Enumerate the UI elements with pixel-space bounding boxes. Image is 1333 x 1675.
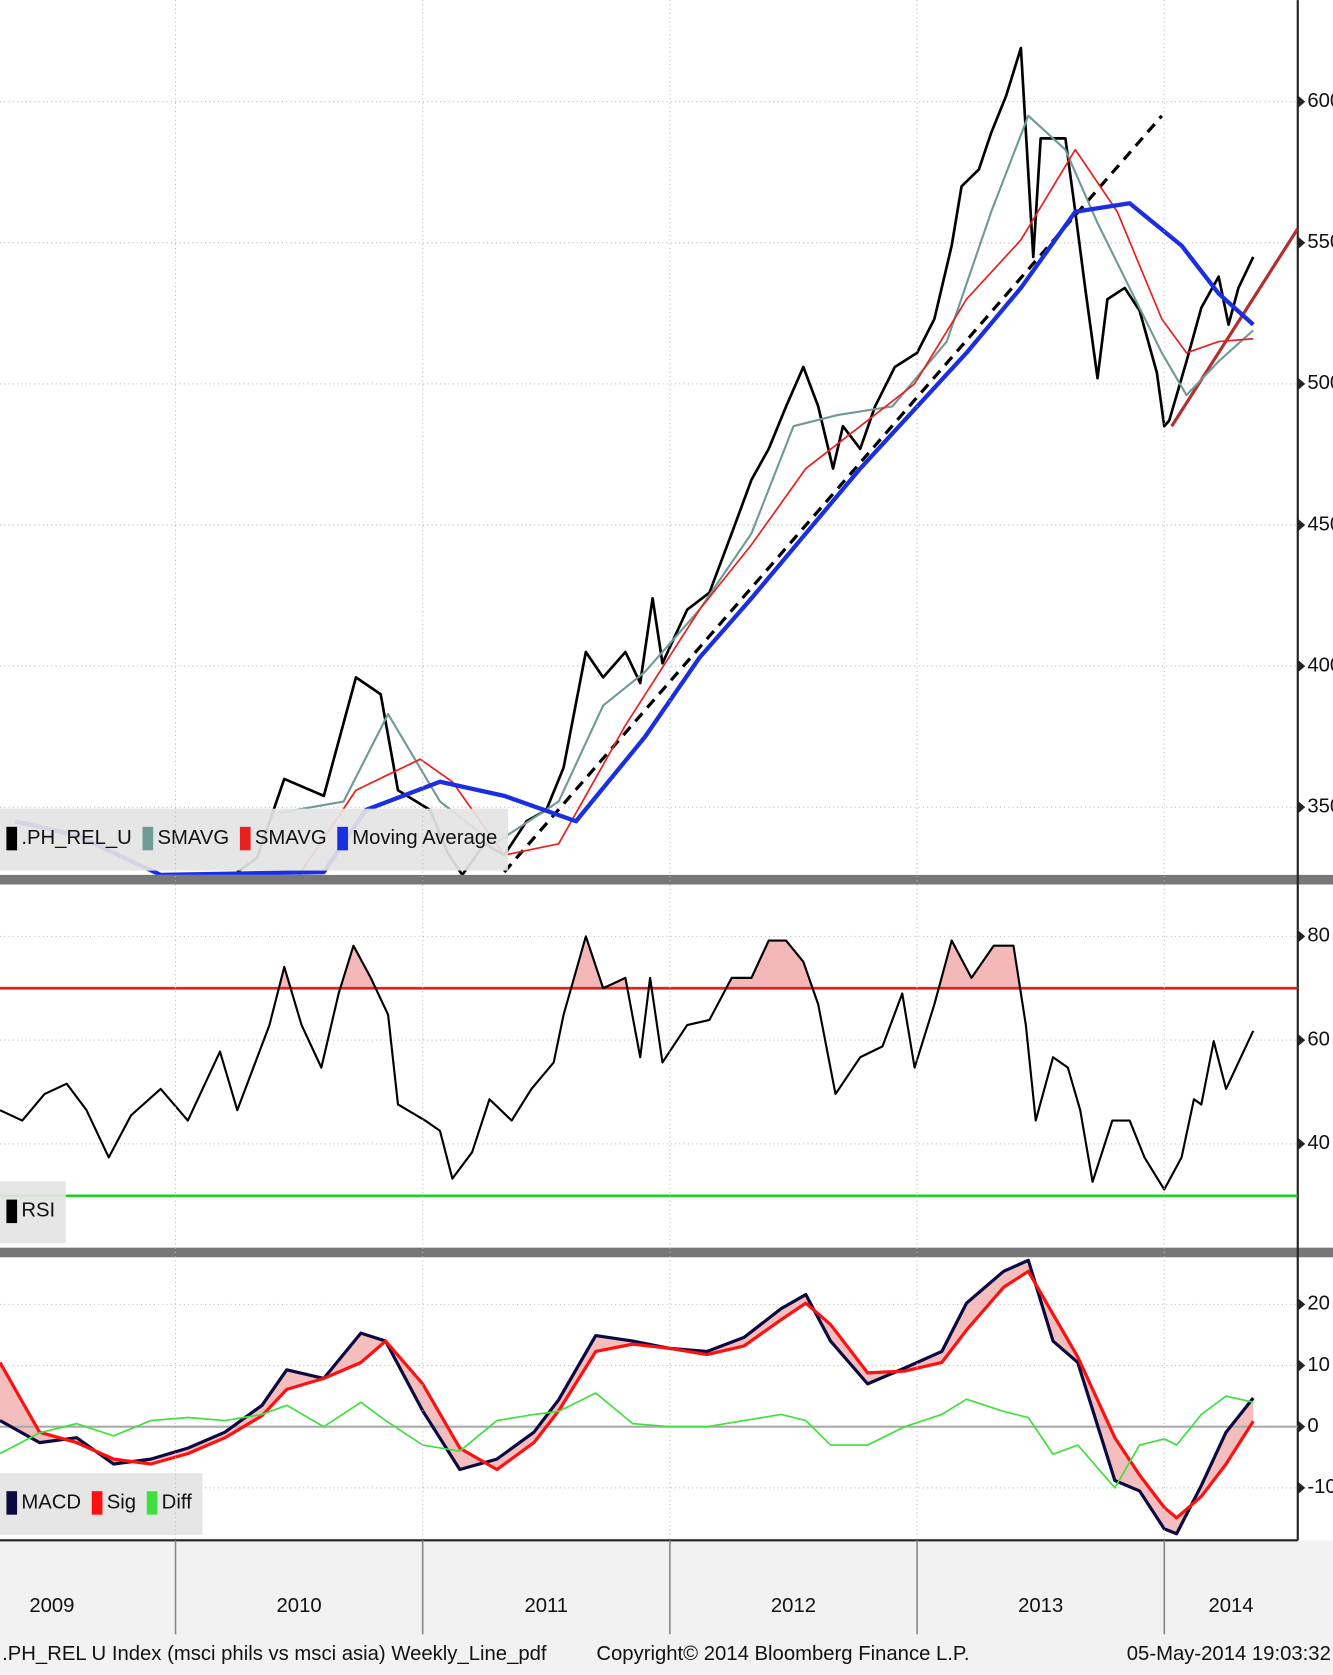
y-tick-label: 10 <box>1307 1354 1330 1376</box>
legend: RSI <box>0 1181 66 1244</box>
series-line <box>0 935 1255 1191</box>
x-tick-label: 2011 <box>524 1595 568 1617</box>
y-tick-label: -10 <box>1307 1476 1333 1498</box>
legend-label: RSI <box>21 1200 55 1222</box>
legend-swatch <box>6 1491 18 1515</box>
plot-area <box>0 46 1298 875</box>
series-line <box>279 114 1254 845</box>
y-tick-label: 350 <box>1307 796 1333 818</box>
y-tick-mark <box>1297 1033 1306 1047</box>
panel-divider <box>0 1247 1333 1258</box>
y-tick-label: 0 <box>1307 1415 1318 1437</box>
y-tick-mark <box>1297 929 1306 943</box>
y-tick-mark <box>1297 1137 1306 1151</box>
legend-label: .PH_REL_U <box>21 827 131 849</box>
y-tick-mark <box>1297 1359 1306 1372</box>
legend-label: Moving Average <box>352 827 497 849</box>
legend-swatch <box>6 1199 18 1224</box>
footer-center: Copyright© 2014 Bloomberg Finance L.P. <box>596 1643 969 1665</box>
y-tick-mark <box>1297 1420 1306 1434</box>
legend-swatch <box>91 1491 103 1515</box>
x-tick-label: 2014 <box>1208 1595 1253 1617</box>
footer-left: .PH_REL U Index (msci phils vs msci asia… <box>2 1643 547 1665</box>
series-line <box>0 1392 1254 1489</box>
y-tick-label: 600 <box>1307 90 1333 112</box>
y-tick-label: 80 <box>1307 925 1330 947</box>
y-tick-label: 500 <box>1307 372 1333 394</box>
footer-right: 05-May-2014 19:03:32 <box>1127 1643 1331 1665</box>
date-band <box>0 1540 1333 1675</box>
y-tick-label: 550 <box>1307 231 1333 253</box>
x-tick-label: 2013 <box>1018 1595 1063 1617</box>
series-line <box>0 1269 1255 1520</box>
legend-label: MACD <box>21 1491 81 1513</box>
y-tick-label: 450 <box>1307 513 1333 535</box>
legend: MACD Sig Diff <box>0 1473 203 1535</box>
trend-line <box>1170 227 1298 428</box>
y-tick-label: 60 <box>1307 1028 1330 1050</box>
y-tick-mark <box>1297 236 1306 250</box>
y-tick-mark <box>1297 377 1306 391</box>
y-tick-mark <box>1297 95 1306 109</box>
plot-area <box>0 1258 1298 1536</box>
overbought-fill <box>278 936 1021 989</box>
x-tick-label: 2009 <box>29 1595 74 1617</box>
legend: .PH_REL_U SMAVG SMAVG Moving Average <box>0 808 508 871</box>
legend-label: SMAVG <box>255 827 327 849</box>
y-tick-mark <box>1297 518 1306 532</box>
legend-label: Sig <box>107 1491 136 1513</box>
legend-swatch <box>337 826 348 851</box>
y-tick-mark <box>1297 1481 1306 1495</box>
y-tick-mark <box>1297 1297 1306 1311</box>
y-tick-label: 20 <box>1307 1293 1330 1315</box>
series-line <box>236 46 1255 875</box>
plot-area <box>0 935 1298 1198</box>
x-tick-label: 2010 <box>277 1595 322 1617</box>
y-tick-label: 400 <box>1307 654 1333 676</box>
legend-swatch <box>239 826 251 851</box>
y-tick-label: 40 <box>1307 1132 1330 1154</box>
y-tick-mark <box>1297 659 1306 673</box>
legend-label: Diff <box>162 1491 192 1513</box>
legend-label: SMAVG <box>157 827 229 849</box>
x-tick-label: 2012 <box>771 1595 816 1617</box>
series-line <box>14 201 1255 875</box>
legend-swatch <box>146 1491 158 1515</box>
legend-swatch <box>142 826 154 851</box>
series-line <box>298 148 1254 875</box>
legend-box <box>0 808 508 871</box>
y-tick-mark <box>1297 800 1306 814</box>
panel-divider <box>0 874 1333 885</box>
legend-swatch <box>6 826 18 851</box>
